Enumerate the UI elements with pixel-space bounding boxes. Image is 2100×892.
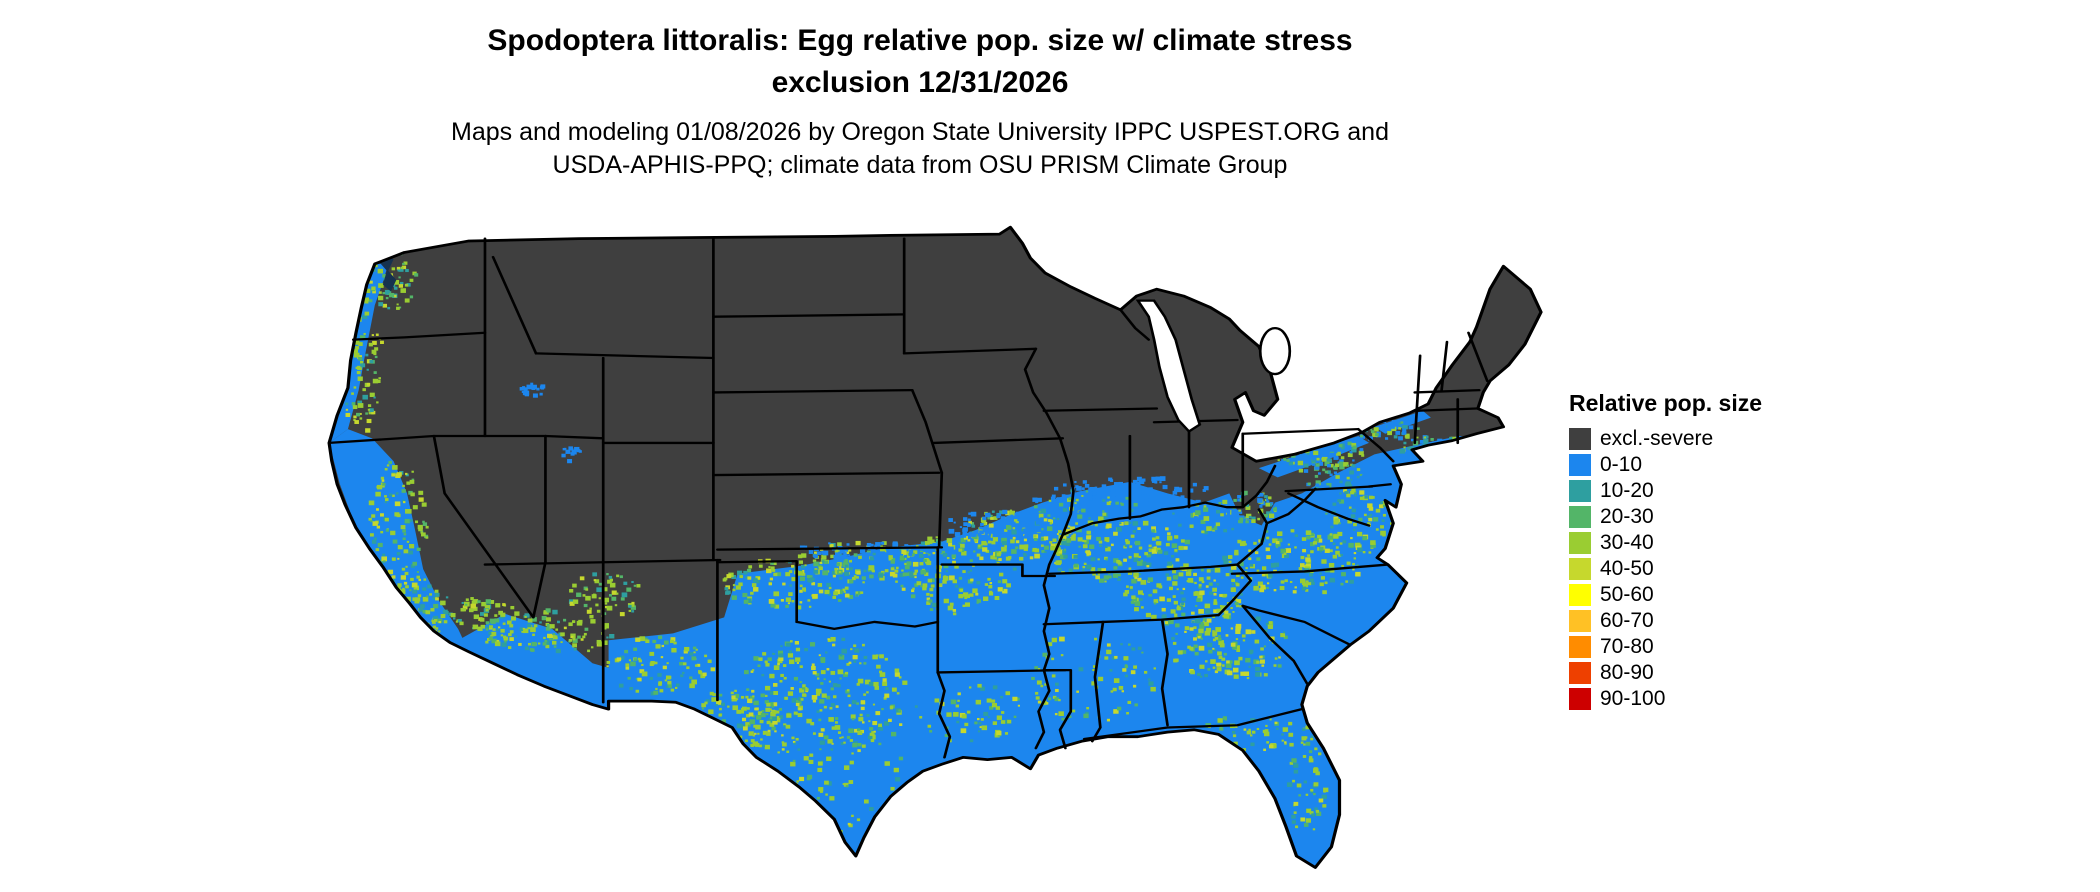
legend-item: 40-50 [1569, 556, 1762, 582]
legend-swatch [1569, 454, 1591, 476]
puget-sound [378, 252, 397, 292]
legend-label: 40-50 [1600, 557, 1654, 580]
legend-swatch [1569, 610, 1591, 632]
legend-item: 50-60 [1569, 582, 1762, 608]
legend-label: 0-10 [1600, 453, 1643, 476]
legend-item: 80-90 [1569, 660, 1762, 686]
legend-label: 10-20 [1600, 479, 1654, 502]
legend-item: excl.-severe [1569, 426, 1762, 452]
legend-swatch [1569, 532, 1591, 554]
map-subtitle-line1: Maps and modeling 01/08/2026 by Oregon S… [451, 118, 1389, 146]
map-title: Spodoptera littoralis: Egg relative pop.… [70, 20, 1770, 104]
us-outline [327, 225, 1543, 869]
legend-item: 30-40 [1569, 530, 1762, 556]
legend-title: Relative pop. size [1569, 390, 1763, 416]
legend-label: 30-40 [1600, 531, 1654, 554]
legend-label: 60-70 [1600, 609, 1654, 632]
map-title-line2: exclusion 12/31/2026 [771, 66, 1069, 99]
legend-swatch [1569, 506, 1591, 528]
legend-item: 60-70 [1569, 608, 1762, 634]
legend-label: excl.-severe [1600, 427, 1714, 450]
legend-swatch [1569, 480, 1591, 502]
legend-swatch [1569, 558, 1591, 580]
legend-label: 20-30 [1600, 505, 1654, 528]
legend-swatch [1569, 662, 1591, 684]
map-subtitle: Maps and modeling 01/08/2026 by Oregon S… [70, 116, 1770, 182]
legend-swatch [1569, 428, 1591, 450]
map-fill-layer [329, 227, 1542, 868]
us-map-svg [327, 225, 1543, 869]
legend-swatch [1569, 584, 1591, 606]
legend-item: 10-20 [1569, 478, 1762, 504]
legend-item: 20-30 [1569, 504, 1762, 530]
legend-swatch [1569, 688, 1591, 710]
lake-huron [1258, 327, 1292, 376]
map-subtitle-line2: USDA-APHIS-PPQ; climate data from OSU PR… [552, 151, 1288, 179]
legend-label: 80-90 [1600, 661, 1654, 684]
legend-swatch [1569, 636, 1591, 658]
legend-label: 90-100 [1600, 687, 1666, 710]
legend-item: 0-10 [1569, 452, 1762, 478]
lake-michigan [1135, 299, 1202, 434]
map-legend: Relative pop. size excl.-severe 0-10 10-… [1569, 390, 1762, 712]
legend-item: 90-100 [1569, 686, 1762, 712]
map-favorable-region-california [329, 429, 469, 652]
legend-item: 70-80 [1569, 634, 1762, 660]
header: Spodoptera littoralis: Egg relative pop.… [70, 20, 1770, 182]
map-title-line1: Spodoptera littoralis: Egg relative pop.… [487, 24, 1353, 57]
legend-label: 70-80 [1600, 635, 1654, 658]
legend-label: 50-60 [1600, 583, 1654, 606]
state-borders [327, 237, 1489, 759]
